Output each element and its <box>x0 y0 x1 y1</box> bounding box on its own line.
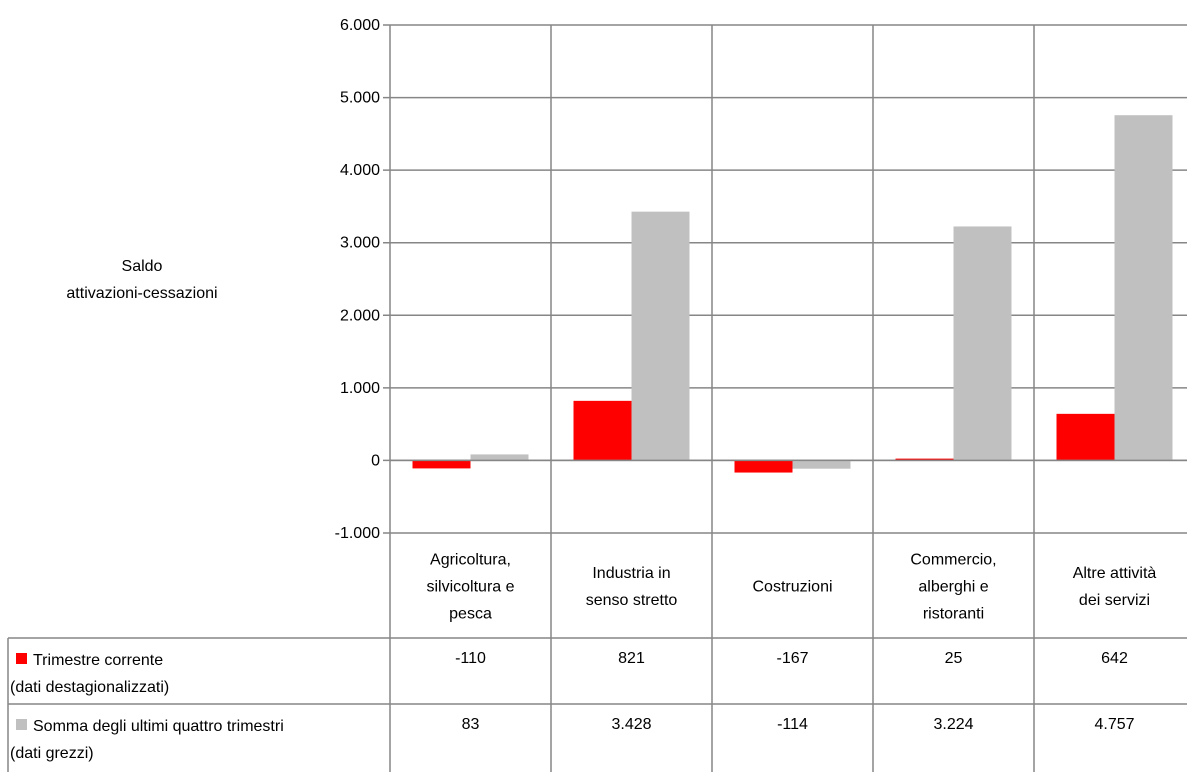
table-value: 3.428 <box>611 716 651 733</box>
category-label-line: pesca <box>449 606 492 623</box>
category-label-line: Commercio, <box>910 552 996 569</box>
category-label: Industria in senso stretto <box>586 565 678 609</box>
table-value: -114 <box>777 716 808 733</box>
bars <box>412 115 1173 473</box>
bar <box>953 226 1012 461</box>
y-tick-label: 0 <box>371 452 380 469</box>
bar <box>1114 115 1173 461</box>
category-label: Costruzioni <box>752 579 832 596</box>
bar <box>573 400 632 461</box>
y-axis-label-line: attivazioni-cessazioni <box>66 285 217 302</box>
category-label: Altre attività dei servizi <box>1073 565 1157 609</box>
y-tick-labels: -1.000 0 1.000 2.000 3.000 4.000 5.000 6.000 <box>335 17 380 542</box>
category-label-line: silvicoltura e <box>426 579 514 596</box>
category-label-line: alberghi e <box>918 579 988 596</box>
gridlines <box>383 24 1187 772</box>
legend-key <box>16 719 27 730</box>
table-value: 4.757 <box>1094 716 1134 733</box>
y-axis-label: Saldo attivazioni-cessazioni <box>66 258 217 302</box>
table-value: 3.224 <box>933 716 973 733</box>
legend-label-line: Trimestre corrente <box>33 652 163 669</box>
y-tick-label: 6.000 <box>340 17 380 34</box>
y-tick-label: 4.000 <box>340 162 380 179</box>
legend-label-line: Somma degli ultimi quattro trimestri <box>33 718 284 735</box>
bar <box>734 460 793 473</box>
legend-label-line: (dati destagionalizzati) <box>10 679 169 696</box>
table-value: 642 <box>1101 650 1128 667</box>
y-tick-label: 1.000 <box>340 380 380 397</box>
y-axis-label-line: Saldo <box>122 258 163 275</box>
category-label-line: senso stretto <box>586 592 678 609</box>
category-label-line: dei servizi <box>1079 592 1150 609</box>
table-value: -110 <box>455 650 486 667</box>
bar <box>631 211 690 461</box>
bar <box>792 460 851 469</box>
category-label-line: ristoranti <box>923 606 984 623</box>
legend-key <box>16 653 27 664</box>
table-value: 25 <box>945 650 963 667</box>
table-value: 821 <box>618 650 645 667</box>
legend-label-line: (dati grezzi) <box>10 745 94 762</box>
table-value: 83 <box>462 716 480 733</box>
y-tick-label: -1.000 <box>335 525 380 542</box>
table-value: -167 <box>776 650 808 667</box>
category-label-line: Industria in <box>592 565 670 582</box>
category-label: Agricoltura, silvicoltura e pesca <box>426 552 514 623</box>
y-tick-label: 3.000 <box>340 235 380 252</box>
legend-label: Trimestre corrente (dati destagionalizzat… <box>10 652 169 696</box>
data-table: Trimestre corrente (dati destagionalizzat… <box>7 637 1187 772</box>
y-tick-label: 2.000 <box>340 307 380 324</box>
bar <box>412 460 471 469</box>
y-tick-label: 5.000 <box>340 90 380 107</box>
category-label-line: Altre attività <box>1073 565 1157 582</box>
legend-label: Somma degli ultimi quattro trimestri (dat… <box>10 718 284 762</box>
category-labels: Agricoltura, silvicoltura e pesca Industria… <box>426 552 1156 623</box>
bar <box>895 458 954 461</box>
category-label-line: Costruzioni <box>752 579 832 596</box>
bar <box>470 454 529 461</box>
bar <box>1056 413 1115 461</box>
category-label: Commercio, alberghi e ristoranti <box>910 552 996 623</box>
category-label-line: Agricoltura, <box>430 552 511 569</box>
